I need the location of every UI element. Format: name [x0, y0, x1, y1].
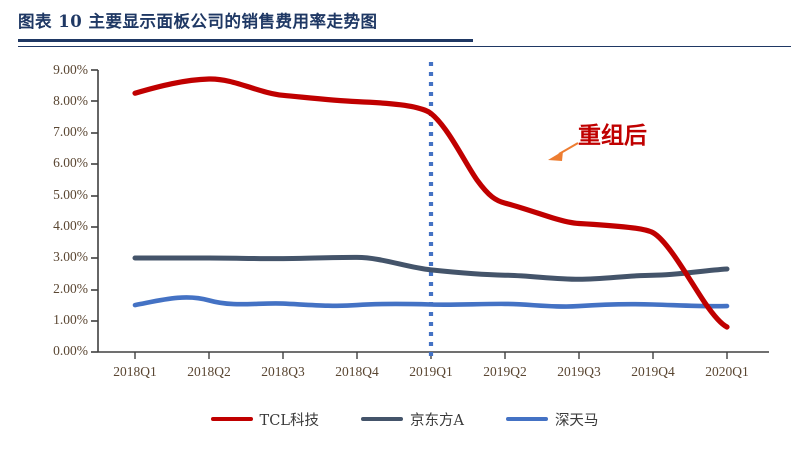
y-tick-label-3: 3.00% — [53, 249, 88, 264]
legend-label-tcl: TCL科技 — [259, 412, 319, 429]
y-tick-label-7: 7.00% — [53, 124, 88, 139]
legend-swatch-tcl-icon — [210, 416, 253, 422]
y-tick-label-2: 2.00% — [53, 281, 88, 296]
title-underline — [18, 39, 473, 42]
y-axis-ticks — [91, 69, 98, 353]
legend-swatch-boe-icon — [360, 416, 403, 422]
restructuring-annotation-arrow — [548, 142, 579, 161]
x-tick-label-6: 2019Q3 — [557, 364, 601, 379]
series-line-tcl — [132, 76, 730, 330]
legend-label-shentianma: 深天马 — [554, 412, 599, 429]
legend-label-boe: 京东方A — [409, 412, 464, 429]
title-divider-rule — [18, 46, 791, 48]
legend-swatch-shentianma-icon — [505, 416, 548, 422]
y-tick-label-9: 9.00% — [53, 62, 88, 77]
chart-title-bar: 图表 10 主要显示面板公司的销售费用率走势图 — [18, 8, 791, 48]
series-line-boe — [132, 254, 730, 282]
page-title: 图表 10 主要显示面板公司的销售费用率走势图 — [18, 12, 378, 31]
x-tick-label-4: 2019Q1 — [409, 364, 453, 379]
y-tick-label-4: 4.00% — [53, 218, 88, 233]
x-tick-label-1: 2018Q2 — [187, 364, 231, 379]
x-tick-label-2: 2018Q3 — [261, 364, 305, 379]
chart-legend: TCL科技 京东方A 深天马 — [0, 404, 809, 434]
series-line-shentianma — [132, 295, 730, 309]
x-tick-label-0: 2018Q1 — [113, 364, 157, 379]
y-tick-label-5: 5.00% — [53, 187, 88, 202]
legend-item-shentianma[interactable]: 深天马 — [505, 409, 599, 430]
legend-item-tcl[interactable]: TCL科技 — [210, 409, 319, 430]
x-tick-label-3: 2018Q4 — [335, 364, 379, 379]
y-tick-label-1: 1.00% — [53, 312, 88, 327]
x-tick-label-7: 2019Q4 — [631, 364, 675, 379]
x-tick-label-5: 2019Q2 — [483, 364, 527, 379]
y-tick-label-8: 8.00% — [53, 93, 88, 108]
y-tick-label-0: 0.00% — [53, 343, 88, 358]
x-tick-label-8: 2020Q1 — [705, 364, 749, 379]
legend-item-boe[interactable]: 京东方A — [360, 409, 464, 430]
restructuring-annotation-label: 重组后 — [578, 122, 647, 149]
y-tick-label-6: 6.00% — [53, 155, 88, 170]
